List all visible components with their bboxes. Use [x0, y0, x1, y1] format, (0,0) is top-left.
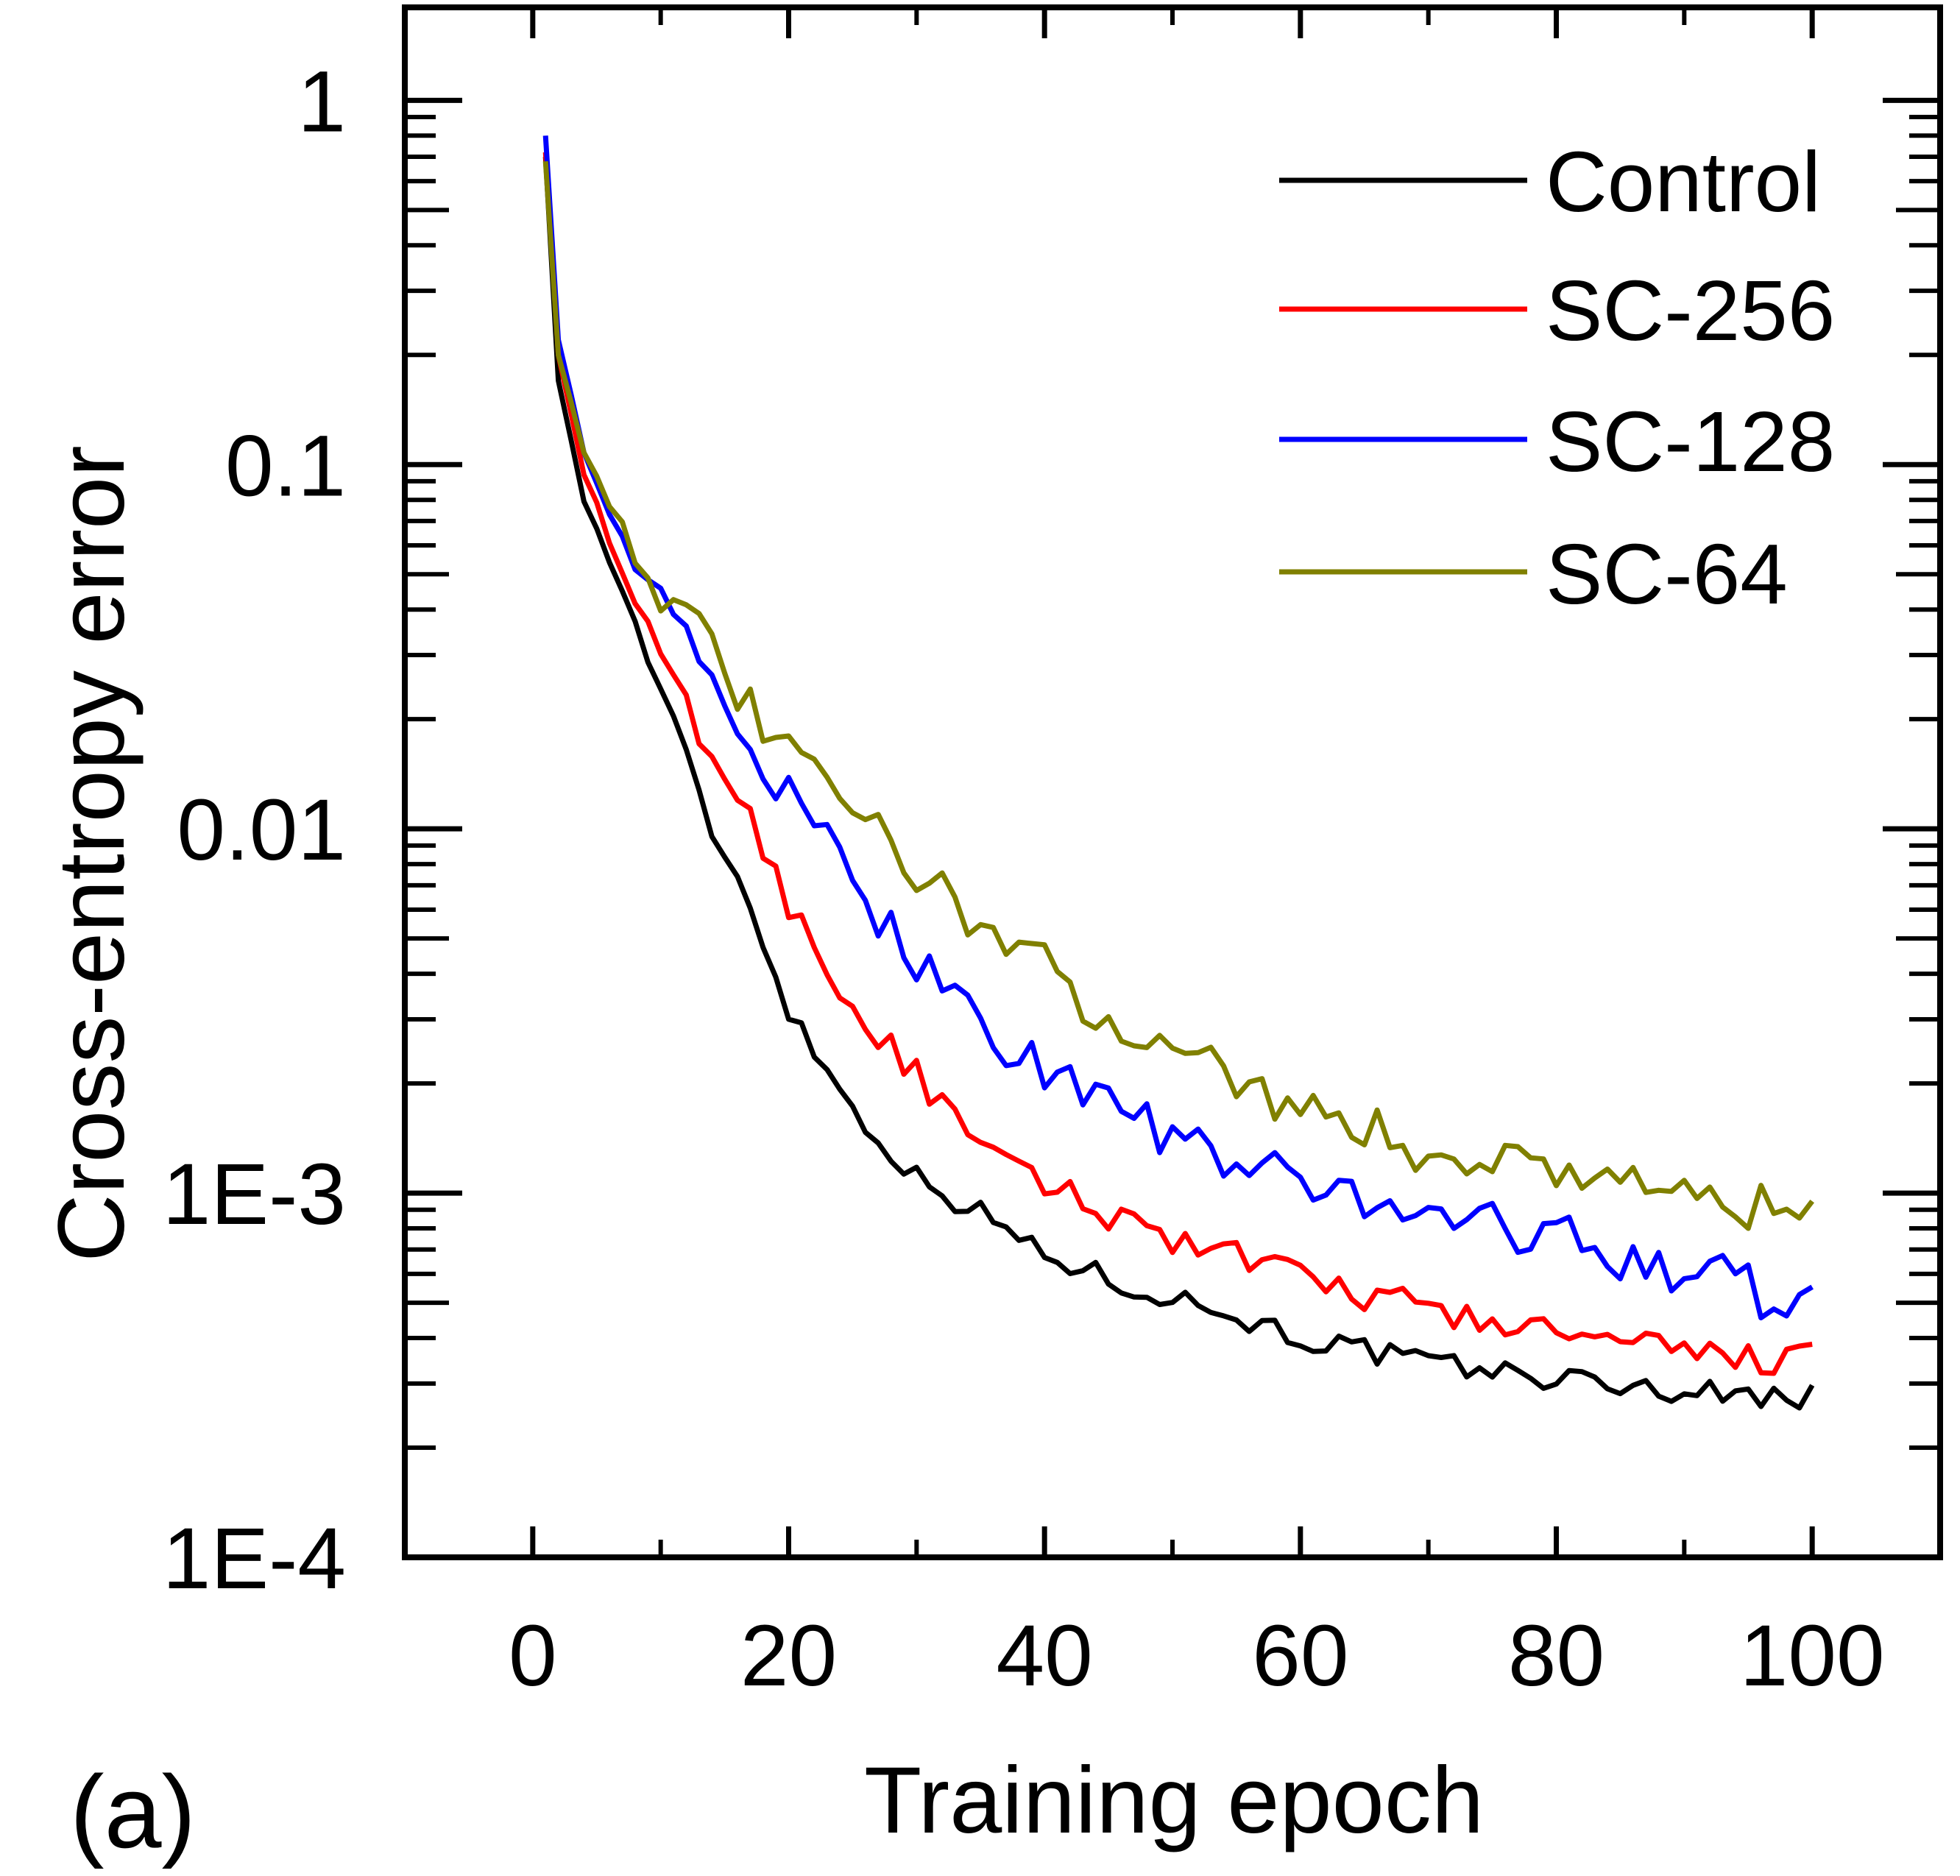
series-line-sc-64: [542, 160, 1814, 1231]
series-line-control: [542, 156, 1815, 1411]
x-axis-title: Training epoch: [864, 1748, 1484, 1853]
x-tick-label-2: 40: [997, 1607, 1093, 1705]
x-tick-label-1: 20: [740, 1607, 837, 1705]
y-tick-label-2: 0.01: [177, 782, 346, 879]
x-tick-label-5: 100: [1740, 1607, 1885, 1705]
tick-layer: [403, 7, 1942, 1560]
plot-frame: [402, 4, 1943, 1560]
legend: Control SC-256 SC-128 SC-64: [1279, 134, 1835, 622]
x-tick-label-0: 0: [509, 1607, 557, 1705]
y-tick-label-0: 1: [297, 53, 346, 150]
y-tick-label-1: 0.1: [225, 417, 346, 514]
legend-label-sc-128: SC-128: [1546, 394, 1835, 489]
panel-label: (a): [70, 1754, 196, 1869]
x-tick-label-3: 60: [1252, 1607, 1348, 1705]
legend-label-sc-256: SC-256: [1546, 263, 1835, 358]
series-line-sc-128: [542, 135, 1814, 1320]
y-tick-label-4: 1E-4: [163, 1510, 346, 1607]
series-line-sc-256: [542, 152, 1813, 1376]
y-axis-title: Cross-entropy error: [39, 445, 144, 1262]
y-tick-labels: 1 0.1 0.01 1E-3 1E-4: [163, 53, 346, 1607]
legend-label-control: Control: [1546, 134, 1821, 230]
x-tick-labels: 0 20 40 60 80 100: [509, 1607, 1885, 1705]
x-tick-label-4: 80: [1508, 1607, 1605, 1705]
legend-label-sc-64: SC-64: [1546, 526, 1788, 622]
y-tick-label-3: 1E-3: [163, 1146, 346, 1243]
series-layer: [542, 135, 1815, 1411]
